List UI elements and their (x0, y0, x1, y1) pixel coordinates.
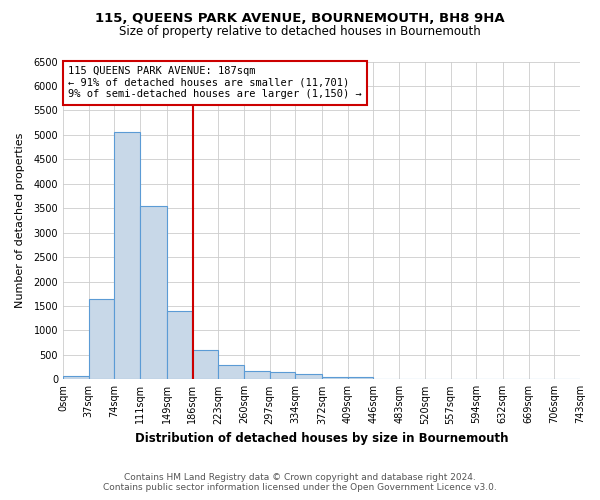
Y-axis label: Number of detached properties: Number of detached properties (15, 132, 25, 308)
Bar (167, 311, 193, 380)
Bar (347, 377, 373, 380)
Bar (193, 350, 218, 380)
Bar (322, 377, 347, 380)
Bar (295, 374, 322, 380)
Bar (63, 376, 89, 380)
Bar (269, 372, 295, 380)
X-axis label: Distribution of detached houses by size in Bournemouth: Distribution of detached houses by size … (135, 432, 508, 445)
Bar (244, 372, 269, 380)
Bar (218, 364, 244, 380)
Bar (140, 206, 167, 380)
Text: Size of property relative to detached houses in Bournemouth: Size of property relative to detached ho… (119, 25, 481, 38)
Text: 115 QUEENS PARK AVENUE: 187sqm
← 91% of detached houses are smaller (11,701)
9% : 115 QUEENS PARK AVENUE: 187sqm ← 91% of … (68, 66, 362, 100)
Bar (89, 298, 115, 380)
Text: Contains HM Land Registry data © Crown copyright and database right 2024.
Contai: Contains HM Land Registry data © Crown c… (103, 473, 497, 492)
Bar (115, 132, 140, 380)
Text: 115, QUEENS PARK AVENUE, BOURNEMOUTH, BH8 9HA: 115, QUEENS PARK AVENUE, BOURNEMOUTH, BH… (95, 12, 505, 26)
